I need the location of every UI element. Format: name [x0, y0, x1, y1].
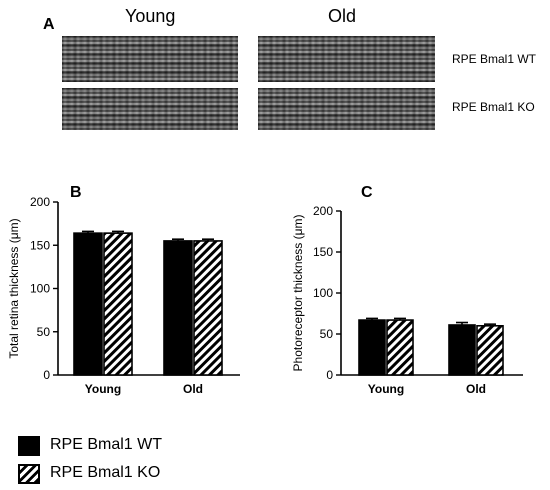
bar-ko	[476, 325, 504, 376]
row-label-wt: RPE Bmal1 WT	[452, 52, 537, 66]
panel-letter: B	[70, 184, 82, 201]
bar-wt	[358, 319, 386, 376]
legend-label-wt: RPE Bmal1 WT	[50, 436, 163, 453]
chart-photoreceptor-thickness: C 0 50 100 150 200 Photoreceptor thickness (μm…	[291, 184, 523, 396]
chart-total-retina-thickness: B 0 50 100 150 200 Total retina thickness (μm)…	[7, 184, 240, 396]
y-tick-label: 200	[30, 195, 50, 209]
row-label-ko: RPE Bmal1 KO	[452, 100, 535, 114]
y-axis-label: Total retina thickness (μm)	[7, 218, 21, 358]
y-tick-label: 200	[313, 204, 333, 218]
bar-ko	[103, 232, 133, 376]
x-tick-label: Young	[85, 382, 121, 396]
y-tick-label: 100	[30, 282, 50, 296]
bar-wt	[163, 240, 193, 376]
x-tick-label: Old	[466, 382, 486, 396]
bar-ko	[386, 319, 414, 376]
legend-label-ko: RPE Bmal1 KO	[50, 464, 161, 481]
oct-image-young-ko	[62, 88, 238, 130]
y-tick-label: 0	[43, 368, 50, 382]
bar-wt	[73, 232, 103, 376]
y-tick-label: 150	[313, 245, 333, 259]
oct-image-young-wt	[62, 36, 238, 82]
legend-swatch-wt	[18, 436, 40, 456]
column-title-young: Young	[125, 6, 176, 26]
oct-image-old-wt	[258, 36, 435, 82]
y-axis-label: Photoreceptor thickness (μm)	[291, 215, 305, 372]
x-tick-label: Old	[183, 382, 203, 396]
y-tick-label: 100	[313, 286, 333, 300]
y-tick-label: 50	[320, 327, 334, 341]
column-title-old: Old	[328, 6, 357, 26]
panel-a-letter: A	[43, 16, 55, 33]
x-tick-label: Young	[368, 382, 404, 396]
legend-swatch-ko	[18, 464, 40, 484]
oct-image-old-ko	[258, 88, 435, 130]
bar-ko	[193, 240, 223, 376]
y-tick-label: 0	[326, 368, 333, 382]
y-tick-label: 150	[30, 238, 50, 252]
panel-letter: C	[361, 184, 373, 201]
y-tick-label: 50	[37, 325, 51, 339]
bar-wt	[448, 324, 476, 376]
